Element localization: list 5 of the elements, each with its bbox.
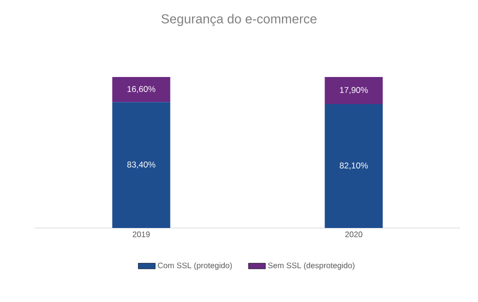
data-label: 17,90%	[340, 87, 368, 94]
chart-title: Segurança do e-commerce	[161, 14, 316, 26]
data-label: 16,60%	[128, 86, 156, 94]
data-label: 82,10%	[340, 162, 368, 170]
data-label: 83,40%	[127, 162, 156, 169]
